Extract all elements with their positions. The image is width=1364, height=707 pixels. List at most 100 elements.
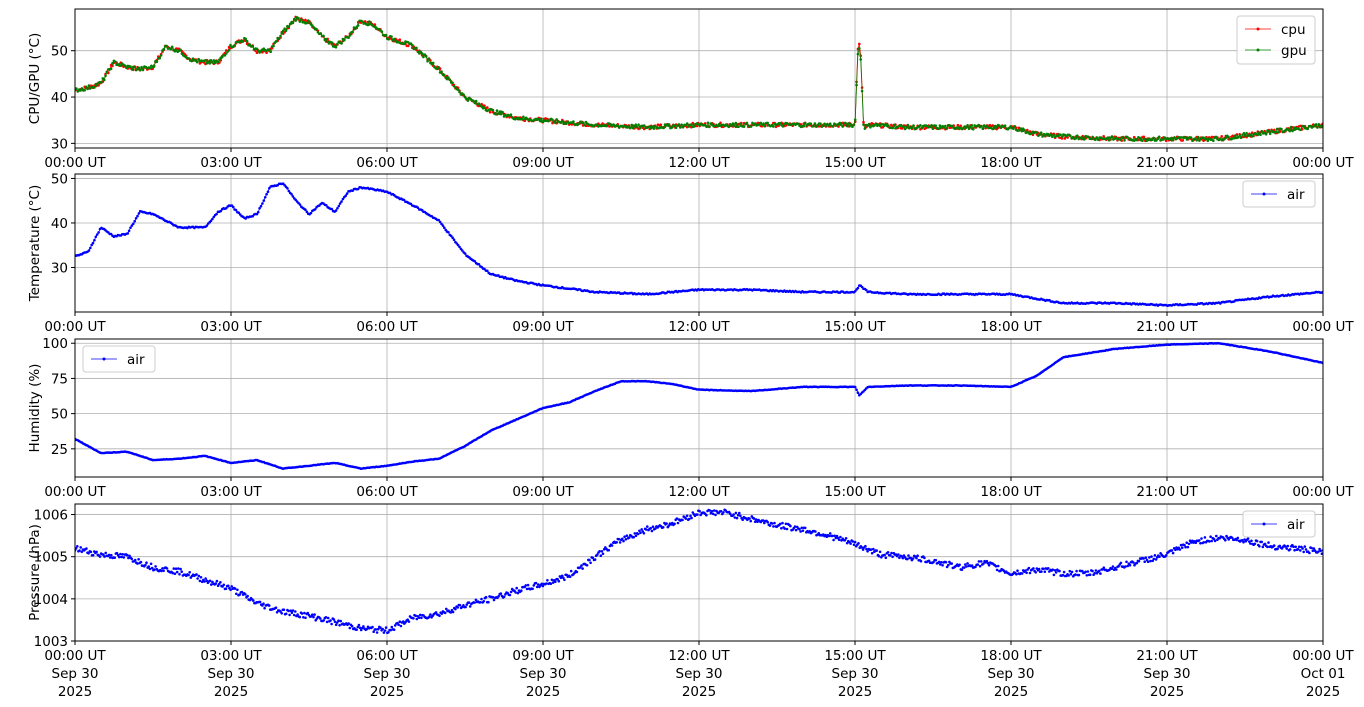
y-tick-label: 1005 — [34, 550, 68, 566]
data-point — [291, 21, 295, 25]
data-point — [1142, 557, 1145, 560]
data-point — [393, 37, 396, 41]
data-point — [491, 108, 495, 112]
data-point — [674, 126, 678, 130]
data-point — [1058, 569, 1061, 573]
data-point — [309, 211, 313, 215]
data-point — [856, 52, 860, 56]
data-point — [105, 70, 109, 74]
data-point — [288, 22, 292, 26]
data-point — [857, 542, 860, 545]
data-point — [382, 631, 386, 634]
data-point — [109, 67, 113, 71]
data-point — [1285, 547, 1288, 550]
y-tick-label: 30 — [51, 260, 68, 276]
data-point — [1267, 130, 1271, 133]
data-point — [581, 121, 585, 124]
data-point — [601, 552, 605, 556]
series-markers-air — [75, 341, 1323, 471]
data-point — [944, 560, 948, 564]
data-point — [1293, 548, 1296, 552]
data-point — [347, 36, 350, 39]
data-point — [878, 550, 882, 554]
data-point — [994, 564, 998, 568]
data-point — [1264, 133, 1268, 136]
data-point — [995, 568, 999, 572]
data-point — [464, 605, 467, 609]
data-point — [431, 61, 435, 65]
data-point — [290, 611, 294, 614]
data-point — [1042, 567, 1045, 571]
data-point — [448, 78, 452, 82]
data-point — [734, 511, 738, 515]
data-point — [1152, 557, 1156, 561]
data-point — [1137, 559, 1141, 563]
data-point — [1249, 542, 1252, 545]
data-point — [772, 125, 775, 128]
x-tick-date-label: Sep 30 — [208, 666, 255, 682]
y-tick-label: 100 — [42, 336, 68, 352]
data-point — [502, 595, 506, 599]
data-point — [633, 532, 637, 535]
data-point — [1081, 569, 1084, 573]
data-point — [1020, 572, 1024, 575]
data-point — [1267, 541, 1270, 544]
data-point — [919, 124, 922, 127]
data-point — [162, 569, 165, 573]
data-point — [340, 42, 343, 45]
data-point — [330, 207, 334, 211]
data-point — [934, 558, 938, 562]
data-point — [851, 540, 855, 543]
data-point — [834, 536, 838, 540]
y-axis-label: Temperature (°C) — [27, 185, 43, 303]
data-point — [76, 90, 80, 93]
data-point — [324, 616, 328, 619]
legend-marker-gpu — [1256, 48, 1260, 52]
data-point — [477, 102, 481, 105]
data-point — [451, 81, 454, 85]
data-point — [610, 544, 614, 547]
data-point — [1258, 545, 1261, 548]
data-point — [298, 615, 302, 619]
data-point — [651, 125, 654, 128]
data-point — [224, 587, 228, 590]
data-point — [951, 124, 954, 128]
data-point — [330, 41, 334, 44]
data-point — [605, 124, 608, 128]
y-tick-label: 75 — [51, 371, 68, 387]
data-point — [783, 527, 786, 530]
data-point — [225, 52, 228, 55]
data-point — [920, 126, 924, 130]
data-point — [1164, 139, 1168, 142]
x-tick-label: 09:00 UT — [512, 319, 574, 335]
data-point — [1041, 135, 1044, 138]
data-point — [1051, 135, 1054, 139]
data-point — [1303, 545, 1307, 548]
data-point — [738, 122, 742, 126]
data-point — [389, 628, 393, 632]
data-point — [1212, 139, 1215, 143]
data-point — [351, 30, 354, 34]
data-point — [398, 620, 402, 623]
data-point — [1093, 571, 1096, 575]
data-point — [531, 587, 534, 591]
data-point — [136, 214, 139, 218]
data-point — [1180, 546, 1184, 549]
data-point — [923, 556, 926, 560]
data-point — [303, 611, 306, 615]
data-point — [177, 567, 180, 570]
data-point — [906, 123, 910, 127]
x-tick-label: 06:00 UT — [356, 648, 418, 664]
data-point — [865, 547, 868, 551]
data-point — [1088, 573, 1092, 576]
data-point — [259, 204, 263, 208]
data-point — [232, 205, 235, 209]
data-point — [568, 575, 572, 578]
data-point — [334, 209, 338, 212]
data-point — [130, 224, 134, 227]
data-point — [255, 212, 259, 216]
data-point — [535, 585, 539, 589]
data-point — [319, 617, 322, 620]
data-point — [1314, 123, 1318, 126]
